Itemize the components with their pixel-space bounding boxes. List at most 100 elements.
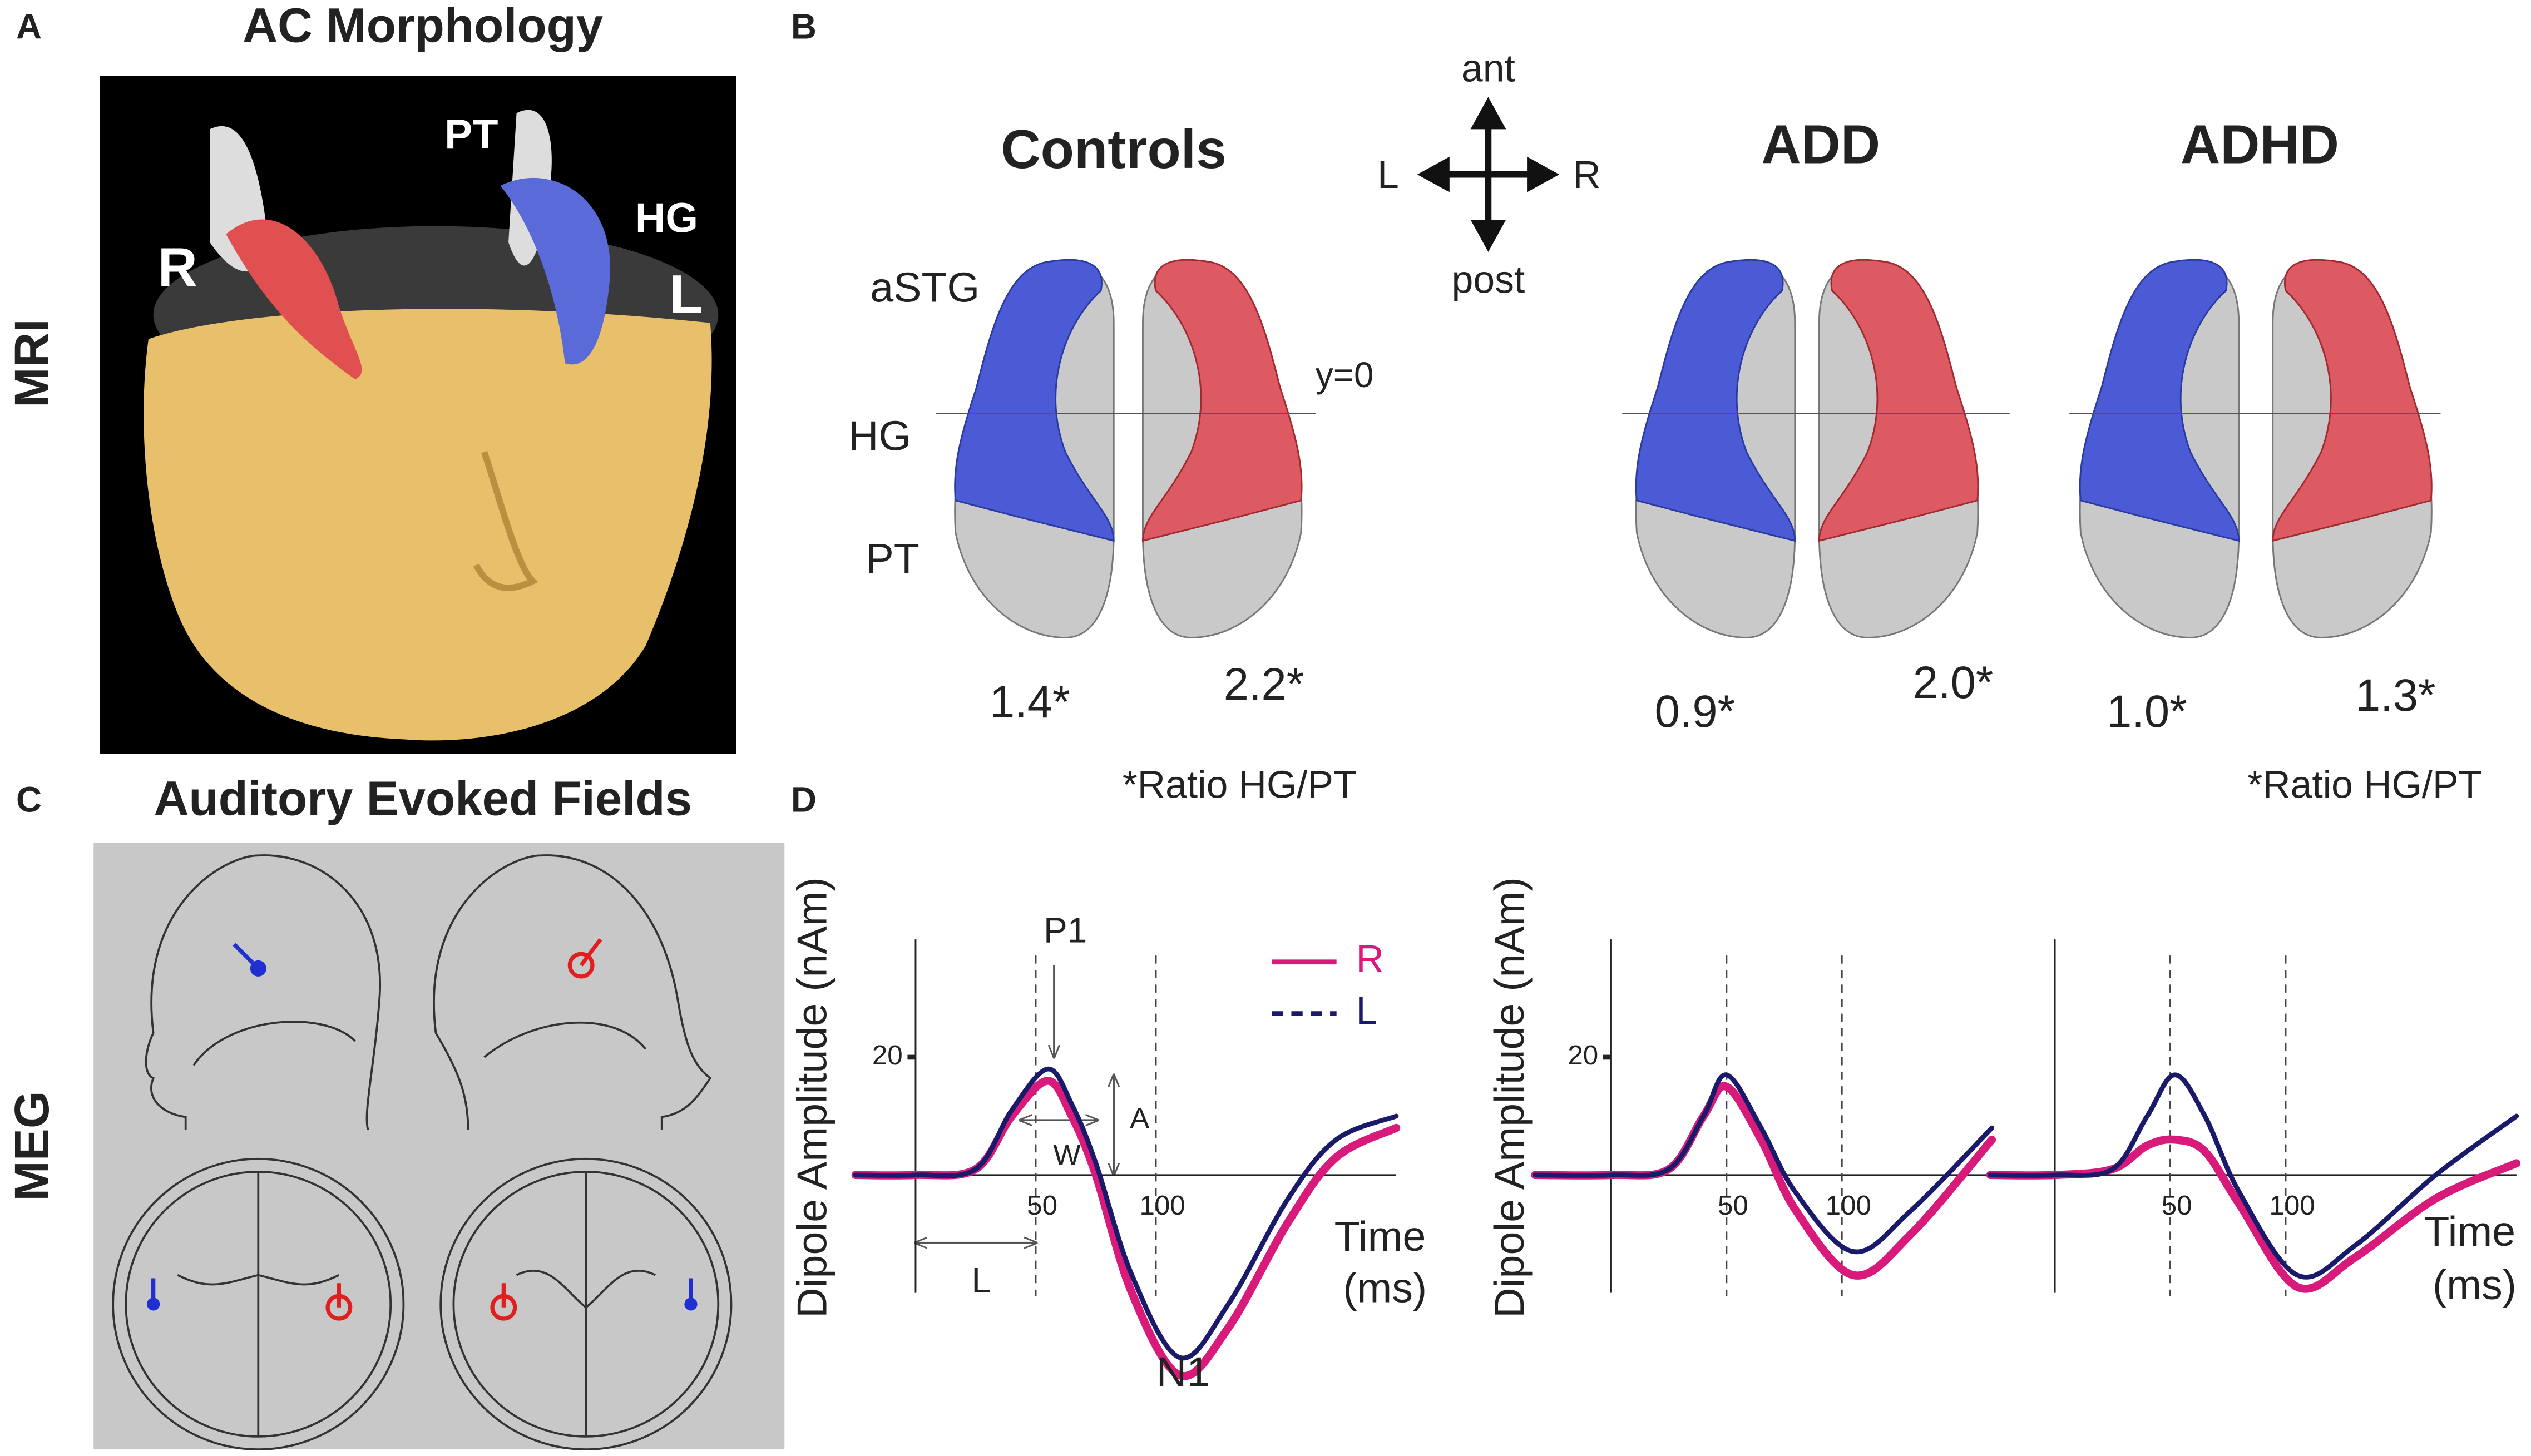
brain-outline [483, 1021, 647, 1058]
dipole-source [684, 1297, 698, 1311]
hg-left [500, 177, 611, 365]
panel-title: Auditory Evoked Fields [154, 771, 692, 825]
image-label: HG [635, 195, 698, 241]
hemisphere-right-group [2272, 259, 2433, 638]
dipole-source [147, 1297, 160, 1311]
dipole-source [325, 1294, 353, 1321]
annotation: A [1130, 1102, 1149, 1135]
group-title: ADD [1761, 113, 1880, 175]
region-label: PT [866, 535, 919, 582]
image-label: R [158, 236, 197, 298]
annotation: L [972, 1260, 992, 1300]
image-label: PT [444, 111, 498, 157]
brain-outline [516, 1171, 656, 1437]
hg-left [2079, 259, 2240, 542]
panel-letter: A [16, 6, 42, 46]
x-tick-label: 50 [2162, 1190, 2192, 1221]
head-top [112, 1157, 405, 1450]
legend-label: L [1356, 989, 1378, 1032]
dipole-source [250, 960, 266, 977]
hemisphere-right-group [1142, 259, 1303, 638]
panel-title: AC Morphology [243, 0, 603, 53]
ratio: 1.3* [2355, 670, 2436, 721]
footnote: *Ratio HG/PT [1123, 763, 1357, 806]
ratio: 0.9* [1655, 686, 1736, 737]
hg-right [1142, 259, 1303, 542]
compass-label: R [1573, 153, 1600, 196]
measure-arrows [915, 965, 1114, 1243]
arrow-head [1470, 97, 1506, 130]
ratio: 1.0* [2107, 686, 2187, 737]
line-chart: 50 100 20 Dipole Amplitude (nAm) [1486, 877, 1996, 1318]
series-line [853, 1066, 1399, 1361]
panel-letter: C [16, 779, 42, 819]
x-tick-label: 100 [1139, 1190, 1185, 1221]
group-title: Controls [1001, 118, 1227, 180]
x-tick-label: 100 [1826, 1190, 1871, 1221]
y-tick-label: 20 [1568, 1040, 1598, 1071]
y-tick-label: 20 [872, 1040, 903, 1071]
legend-label: R [1356, 937, 1384, 980]
arrow-head [1417, 156, 1450, 192]
brain-outline [192, 1021, 356, 1066]
dipoles [147, 938, 698, 1321]
hemisphere-right-group [1818, 259, 1979, 638]
compass-label: ant [1461, 46, 1515, 90]
compass-label: L [1377, 153, 1399, 196]
series-line [1531, 1082, 1996, 1280]
hemispheres [936, 259, 2441, 638]
arrow-head [1470, 219, 1506, 252]
brain-outline [177, 1171, 340, 1437]
x-axis-label: Time [2424, 1208, 2515, 1255]
head-side [433, 854, 712, 1130]
footnote: *Ratio HG/PT [2247, 763, 2482, 806]
group-title: ADHD [2181, 113, 2339, 175]
dipole-source [567, 952, 595, 979]
plane-label: y=0 [1316, 355, 1374, 395]
compass-label: post [1452, 257, 1525, 301]
dipole [579, 938, 602, 967]
hg-right [1818, 259, 1979, 542]
x-tick-label: 50 [1027, 1190, 1057, 1221]
arrow-head [1527, 156, 1560, 192]
head-surface [144, 309, 712, 741]
region-label: aSTG [870, 264, 980, 311]
x-tick-label: 50 [1718, 1190, 1748, 1221]
region-label: HG [848, 413, 911, 459]
dipole-source [490, 1294, 517, 1321]
series-line [851, 1077, 1401, 1380]
head-top [125, 1171, 392, 1438]
head-top [439, 1157, 733, 1450]
head-side [145, 854, 382, 1131]
panel-c [93, 843, 785, 1450]
ratio: 2.2* [1224, 659, 1304, 710]
line-chart: 50 100 Time (ms) [1986, 939, 2521, 1308]
hg-left [1635, 259, 1796, 542]
series-line [1533, 1072, 1995, 1255]
ratio: 1.4* [990, 677, 1070, 727]
line-chart: 50 100 20 Dipole Amplitude (nAm) Time (ms) P1 N… [788, 877, 1427, 1395]
x-tick-label: 100 [2269, 1190, 2315, 1221]
panel-letter: D [791, 779, 817, 819]
y-axis-label: Dipole Amplitude (nAm) [1486, 877, 1533, 1318]
image-label: L [669, 264, 703, 325]
panel-letter: B [791, 6, 817, 46]
hg-right [226, 219, 362, 380]
side-label: MRI [5, 319, 59, 408]
compass-arrows [1417, 97, 1560, 252]
ratio: 2.0* [1913, 657, 1994, 708]
x-axis-label: (ms) [2433, 1261, 2517, 1308]
hg-right [2272, 259, 2433, 542]
head-top [452, 1171, 720, 1438]
side-label: MEG [5, 1091, 59, 1201]
hg-left [954, 259, 1115, 542]
annotation: N1 [1156, 1349, 1210, 1395]
annotation: W [1053, 1140, 1081, 1172]
y-axis-label: Dipole Amplitude (nAm) [788, 877, 835, 1318]
annotation: P1 [1044, 910, 1087, 950]
x-axis-label: Time [1334, 1213, 1426, 1260]
series-line [1988, 1072, 2519, 1280]
x-axis-label: (ms) [1343, 1265, 1427, 1311]
